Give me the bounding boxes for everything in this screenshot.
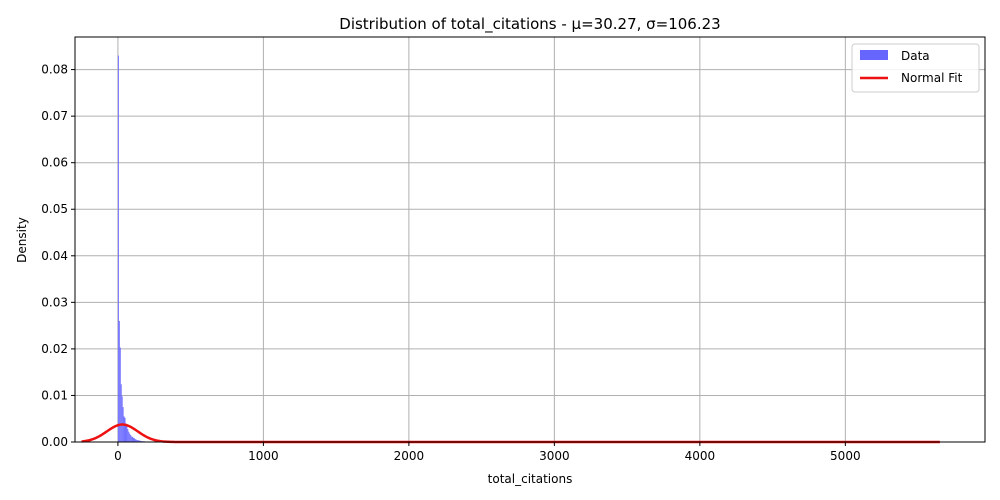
histogram-bar: [130, 435, 132, 442]
legend-label-data: Data: [901, 49, 930, 63]
histogram-bar: [124, 417, 126, 442]
histogram-bar: [118, 320, 120, 442]
histogram-bar: [137, 440, 139, 442]
legend-label-normal-fit: Normal Fit: [901, 71, 963, 85]
histogram-bar: [125, 423, 127, 442]
x-axis-label: total_citations: [488, 472, 573, 486]
y-tick-label: 0.05: [41, 202, 68, 216]
y-axis-label: Density: [15, 217, 29, 263]
y-tick-label: 0.06: [41, 156, 68, 170]
y-tick-label: 0.03: [41, 295, 68, 309]
histogram-bar: [129, 433, 131, 442]
x-tick-label: 2000: [394, 449, 425, 463]
x-axis: 0 1000 2000 3000 4000 5000: [114, 442, 861, 463]
histogram-bar: [139, 440, 141, 442]
histogram-bar: [133, 438, 135, 442]
plot-frame: [74, 36, 986, 443]
histogram-bar: [133, 437, 134, 442]
grid-lines: [75, 37, 985, 443]
x-tick-label: 0: [114, 449, 122, 463]
legend: Data Normal Fit: [851, 43, 980, 93]
histogram-bar: [126, 425, 128, 442]
histogram-bar: [123, 416, 125, 442]
histogram-bar: [120, 384, 122, 442]
y-tick-label: 0.04: [41, 249, 68, 263]
histogram-bar: [131, 436, 133, 442]
y-tick-label: 0.07: [41, 109, 68, 123]
histogram-bar: [128, 431, 130, 442]
histogram-bar: [135, 439, 137, 442]
y-tick-label: 0.02: [41, 342, 68, 356]
y-tick-label: 0.01: [41, 388, 68, 402]
histogram-bar: [117, 55, 119, 442]
histogram-bar: [127, 428, 129, 442]
histogram-bar: [136, 440, 138, 442]
x-tick-label: 1000: [248, 449, 279, 463]
x-tick-label: 3000: [539, 449, 570, 463]
y-axis: 0.00 0.01 0.02 0.03 0.04 0.05 0.06 0.07 0.08: [41, 63, 75, 449]
legend-swatch-data: [860, 50, 888, 60]
y-tick-label: 0.00: [41, 435, 68, 449]
histogram-bar: [138, 440, 140, 442]
histogram-bar: [132, 436, 134, 442]
histogram-bar: [121, 396, 123, 442]
histogram-bar: [134, 439, 136, 442]
y-tick-label: 0.08: [41, 63, 68, 77]
x-tick-label: 4000: [685, 449, 716, 463]
chart-title: Distribution of total_citations - μ=30.2…: [339, 15, 720, 34]
x-tick-label: 5000: [830, 449, 861, 463]
histogram-bar: [119, 347, 121, 442]
